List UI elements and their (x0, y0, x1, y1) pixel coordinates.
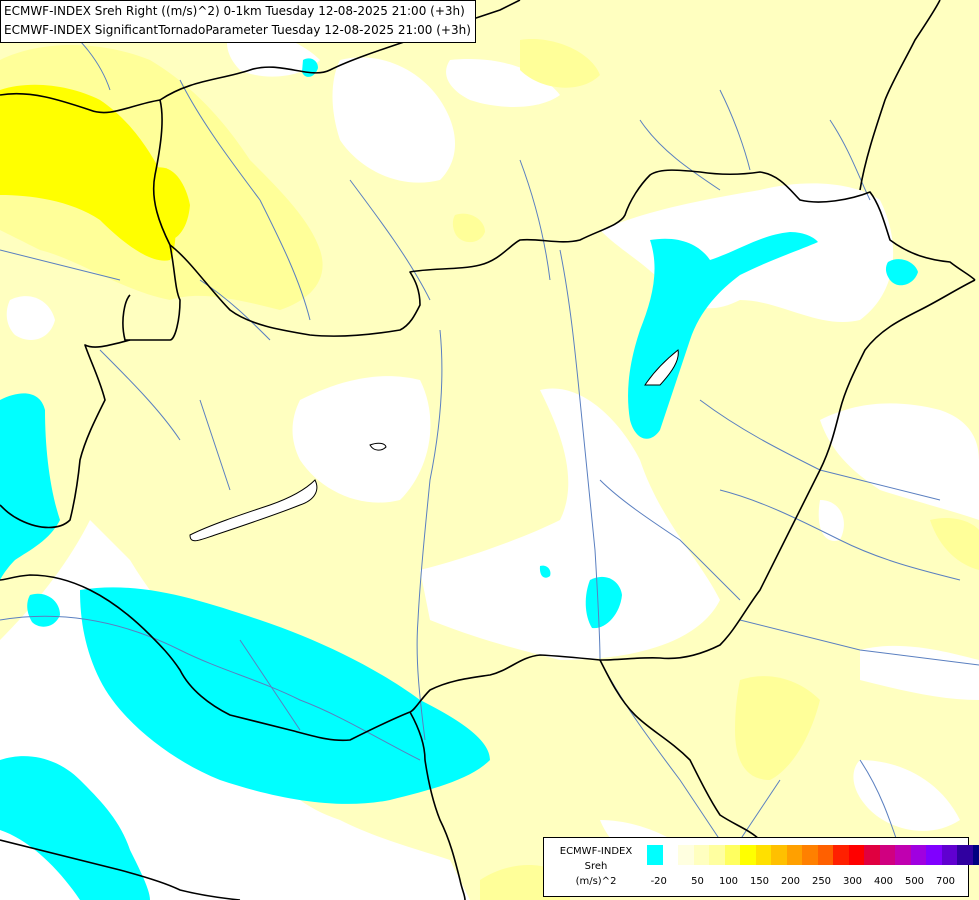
legend-swatch (771, 845, 787, 865)
legend-swatch (910, 845, 927, 865)
legend-tick-label: 150 (749, 876, 770, 887)
legend-tick-label: 100 (718, 876, 739, 887)
legend-swatch (817, 845, 834, 865)
legend-parameter: Sreh (584, 861, 608, 872)
legend-tick-label: 500 (904, 876, 925, 887)
lake-balaton (189, 479, 318, 542)
legend-tick-label: 400 (873, 876, 894, 887)
legend-swatch (802, 845, 818, 865)
legend-unit: (m/s)^2 (575, 876, 617, 887)
legend-swatch (678, 845, 694, 865)
legend-tick-label: 50 (691, 876, 704, 887)
field-yellow-regions (0, 84, 190, 261)
legend-swatch (755, 845, 772, 865)
legend-swatch (647, 845, 663, 865)
legend-swatch (662, 845, 679, 865)
legend-swatch (848, 845, 865, 865)
legend-swatch (740, 845, 756, 865)
legend-tick-label: 250 (811, 876, 832, 887)
legend-tick-label: 200 (780, 876, 801, 887)
legend-swatch (724, 845, 741, 865)
legend-swatch (895, 845, 911, 865)
lake-reservoir (644, 349, 679, 386)
legend-swatch (941, 845, 958, 865)
field-cyan-regions (0, 58, 918, 900)
color-scale-legend: ECMWF-INDEX Sreh (m/s)^2 -20 50 100 150 200 2… (543, 837, 979, 897)
legend-swatch (833, 845, 849, 865)
lakes (189, 349, 679, 542)
legend-tick-label: -20 (650, 876, 667, 887)
lake-small (369, 442, 387, 451)
legend-tick-label: 300 (842, 876, 863, 887)
map-title-box: ECMWF-INDEX Sreh Right ((m/s)^2) 0-1km T… (0, 0, 476, 43)
legend-tick-label: 700 (935, 876, 956, 887)
legend-swatch (786, 845, 803, 865)
legend-swatch (972, 845, 979, 865)
legend-swatch (709, 845, 725, 865)
map-title-line-1: ECMWF-INDEX Sreh Right ((m/s)^2) 0-1km T… (4, 4, 465, 18)
map-title-line-2: ECMWF-INDEX SignificantTornadoParameter … (4, 23, 471, 37)
legend-swatch (693, 845, 710, 865)
legend-swatch (926, 845, 942, 865)
legend-model: ECMWF-INDEX (559, 846, 633, 857)
legend-swatch (879, 845, 896, 865)
legend-swatch (957, 845, 973, 865)
legend-swatch (864, 845, 880, 865)
